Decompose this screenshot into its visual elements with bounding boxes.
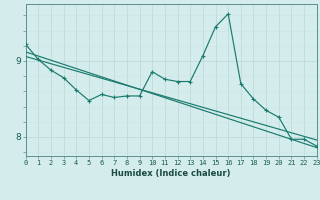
- X-axis label: Humidex (Indice chaleur): Humidex (Indice chaleur): [111, 169, 231, 178]
